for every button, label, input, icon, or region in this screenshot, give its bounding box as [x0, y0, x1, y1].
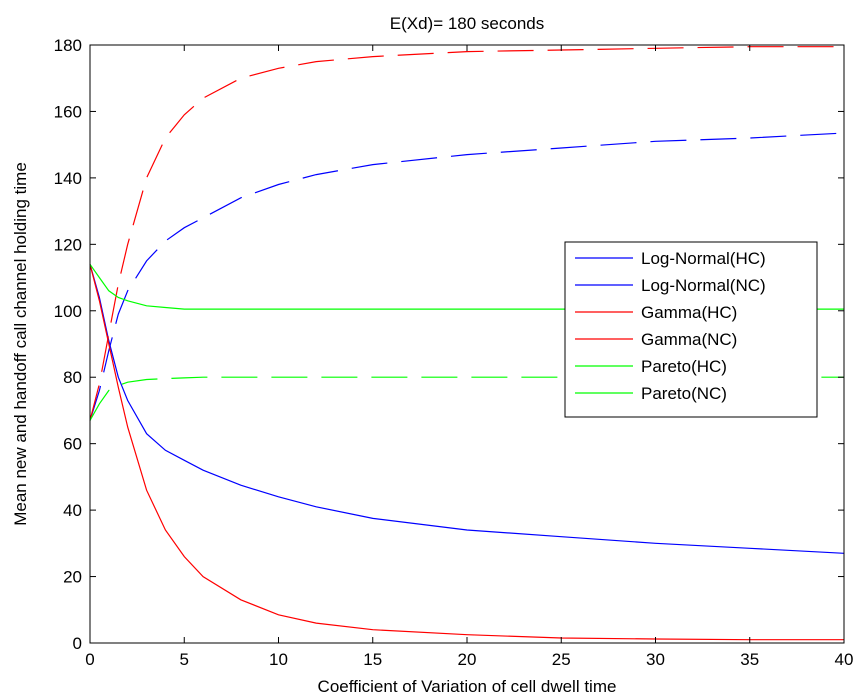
x-tick-label: 40 [835, 650, 854, 669]
y-tick-label: 80 [63, 368, 82, 387]
x-tick-label: 5 [180, 650, 189, 669]
y-tick-label: 100 [54, 302, 82, 321]
y-tick-label: 60 [63, 435, 82, 454]
y-tick-label: 160 [54, 102, 82, 121]
x-tick-label: 15 [363, 650, 382, 669]
ticks-layer: 0 5 10 15 20 25 30 35 40 0 20 40 60 80 100 120 140 160 180 [54, 36, 854, 669]
series-line-4 [89, 46, 844, 421]
series-line-2 [89, 132, 845, 421]
y-axis-label: Mean new and handoff call channel holdin… [11, 162, 30, 526]
x-tick-label: 30 [646, 650, 665, 669]
legend-label-1: Log-Normal(HC) [641, 249, 766, 268]
x-tick-label: 0 [85, 650, 94, 669]
x-tick-label: 10 [269, 650, 288, 669]
legend-label-5: Pareto(HC) [641, 357, 727, 376]
series-line-1 [89, 264, 845, 554]
legend: Log-Normal(HC) Log-Normal(NC) Gamma(HC) Gam… [564, 241, 818, 418]
y-tick-label: 20 [63, 568, 82, 587]
y-tick-label: 180 [54, 36, 82, 55]
y-tick-label: 40 [63, 501, 82, 520]
legend-label-3: Gamma(HC) [641, 303, 737, 322]
legend-label-6: Pareto(NC) [641, 384, 727, 403]
x-tick-label: 20 [458, 650, 477, 669]
chart-title: E(Xd)= 180 seconds [390, 14, 545, 33]
x-tick-label: 25 [552, 650, 571, 669]
series-line-3 [89, 264, 844, 641]
legend-label-4: Gamma(NC) [641, 330, 737, 349]
y-tick-label: 0 [73, 634, 82, 653]
legend-label-2: Log-Normal(NC) [641, 276, 766, 295]
x-tick-label: 35 [740, 650, 759, 669]
legend-box [564, 241, 818, 418]
y-tick-label: 140 [54, 169, 82, 188]
y-tick-label: 120 [54, 235, 82, 254]
x-axis-label: Coefficient of Variation of cell dwell t… [318, 677, 617, 696]
